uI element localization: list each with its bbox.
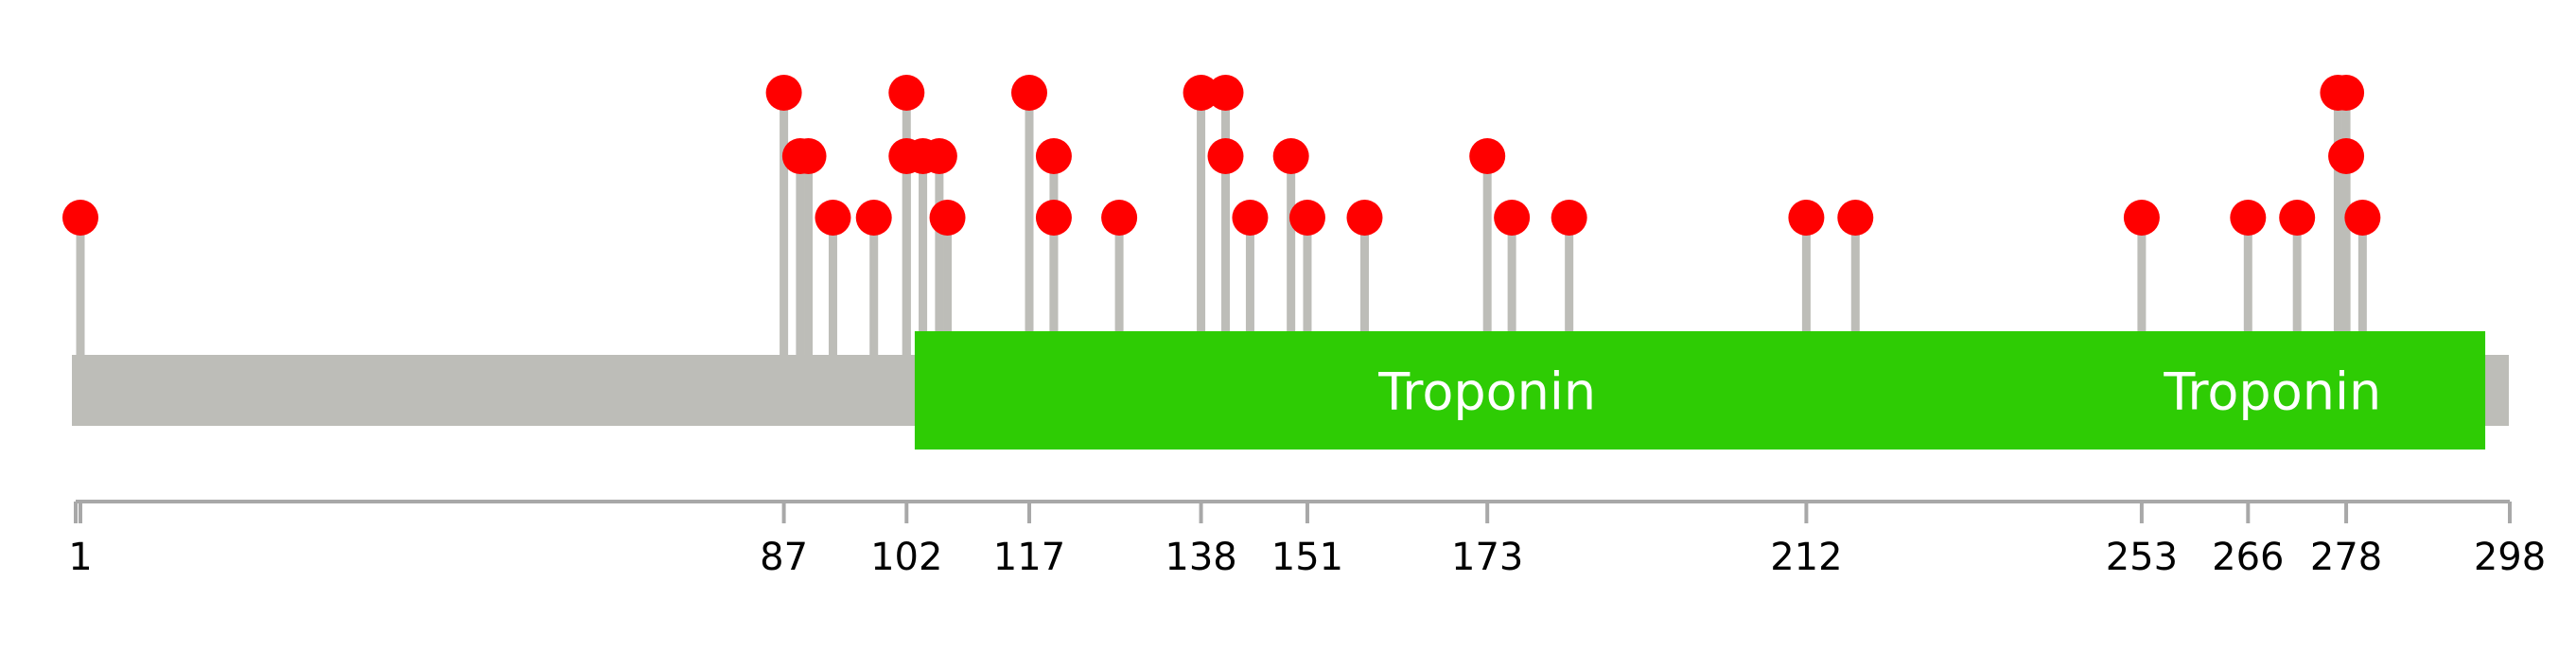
mutation-marker [1494, 200, 1531, 236]
mutation-marker [1035, 138, 1072, 174]
mutation-marker [1207, 138, 1244, 174]
tick-label: 151 [1271, 536, 1343, 579]
mutation-marker [1288, 200, 1325, 236]
tick-label: 173 [1451, 536, 1523, 579]
mutation-marker [855, 200, 892, 236]
mutation-marker [1469, 138, 1506, 174]
domains-group: Troponin Troponin [914, 331, 2486, 450]
mutation-marker [2328, 75, 2365, 111]
domain-label: Troponin [1377, 362, 1596, 422]
mutation-marker [1101, 200, 1138, 236]
mutation-marker [2328, 138, 2365, 174]
domain-label: Troponin [2163, 362, 2381, 422]
tick-label: 102 [870, 536, 942, 579]
tick-label: 278 [2310, 536, 2382, 579]
mutation-marker [790, 138, 827, 174]
mutation-marker [920, 138, 957, 174]
mutation-marker [1551, 200, 1587, 236]
mutation-marker [1035, 200, 1072, 236]
tick-label: 87 [760, 536, 808, 579]
tick-label: 253 [2106, 536, 2178, 579]
mutation-marker [1788, 200, 1825, 236]
tick-label: 212 [1770, 536, 1842, 579]
mutation-marker [1232, 200, 1269, 236]
mutation-marker [62, 200, 98, 236]
mutation-marker [765, 75, 802, 111]
mutation-marker [1207, 75, 1244, 111]
tick-label: 138 [1165, 536, 1236, 579]
mutation-marker [2279, 200, 2316, 236]
tick-label: 298 [2474, 536, 2546, 579]
mutation-markers [62, 75, 2381, 236]
mutation-marker [888, 75, 925, 111]
mutation-marker [815, 200, 851, 236]
domain-troponin [914, 331, 2486, 450]
mutation-marker [2123, 200, 2160, 236]
mutation-marker [2230, 200, 2267, 236]
position-axis: 1 87 102 117 138 151 173 212 253 266 278 298 [68, 500, 2546, 579]
mutation-marker [1010, 75, 1047, 111]
tick-label: 1 [68, 536, 92, 579]
mutation-marker [1837, 200, 1874, 236]
mutation-stems [76, 93, 2367, 355]
mutation-marker [1272, 138, 1309, 174]
mutation-marker [1346, 200, 1383, 236]
mutation-marker [2344, 200, 2381, 236]
tick-label: 266 [2212, 536, 2284, 579]
mutation-marker [929, 200, 966, 236]
tick-label: 117 [993, 536, 1065, 579]
